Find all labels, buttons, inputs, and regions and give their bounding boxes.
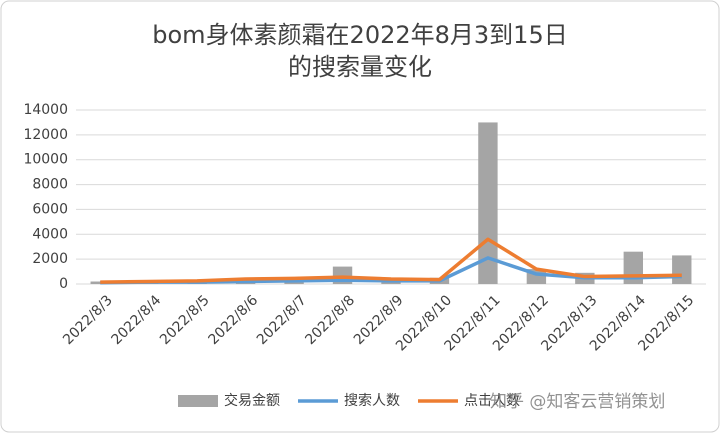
chart-title: 的搜索量变化 <box>288 53 432 81</box>
y-tick-label: 12000 <box>23 127 68 143</box>
legend-label: 交易金额 <box>224 392 280 409</box>
y-tick-label: 14000 <box>23 102 68 118</box>
y-tick-label: 4000 <box>32 226 68 242</box>
watermark: 知乎 @知客云营销策划 <box>490 392 665 412</box>
y-tick-label: 10000 <box>23 152 68 168</box>
y-tick-label: 8000 <box>32 177 68 193</box>
legend-label: 点击人数 <box>464 393 520 409</box>
legend-label: 搜索人数 <box>344 392 400 409</box>
legend-swatch <box>178 395 218 407</box>
y-tick-label: 2000 <box>32 251 68 267</box>
line <box>100 237 682 284</box>
chart-title: bom身体素颜霜在2022年8月3到15日 <box>152 21 567 49</box>
y-tick-label: 0 <box>59 276 68 292</box>
bar <box>672 255 692 284</box>
y-tick-label: 6000 <box>32 201 68 217</box>
